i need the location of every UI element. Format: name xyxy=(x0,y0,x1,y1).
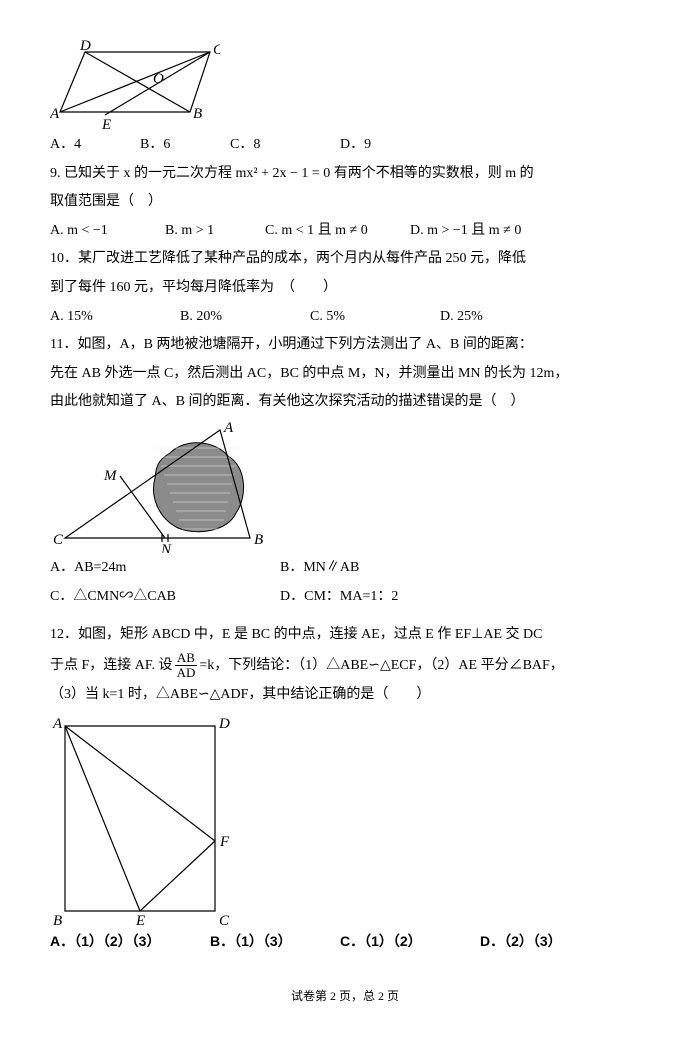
option-B: B．（1）（3） xyxy=(210,928,340,955)
svg-text:A: A xyxy=(223,420,234,436)
svg-text:C: C xyxy=(219,913,230,926)
option-D: D. m > −1 且 m ≠ 0 xyxy=(410,218,570,245)
q11-stem-2: 先在 AB 外选一点 C，然后测出 AC，BC 的中点 M，N，并测量出 MN … xyxy=(50,361,640,388)
svg-text:E: E xyxy=(135,913,145,926)
q11-stem-3: 由此他就知道了 A、B 间的距离．有关他这次探究活动的描述错误的是（ ） xyxy=(50,389,640,416)
exam-page: ABCDEO A．4B．6C．8D．9 9. 已知关于 x 的一元二次方程 mx… xyxy=(0,0,690,1037)
option-A: A．（1）（2）（3） xyxy=(50,928,210,955)
svg-text:D: D xyxy=(79,40,91,54)
option-B: B．MN∥AB xyxy=(280,555,480,582)
option-C: C．△CMN∽△CAB xyxy=(50,584,280,611)
option-A: A. m < −1 xyxy=(50,218,165,245)
q12-stem-2a: 于点 F，连接 AF. 设 xyxy=(50,658,173,673)
q9-stem-2: 取值范围是（ ） xyxy=(50,189,640,216)
q12-stem-3: （3）当 k=1 时，△ABE∽△ADF，其中结论正确的是（ ） xyxy=(50,682,640,709)
q12-options: A．（1）（2）（3）B．（1）（3）C．（1）（2）D．（2）（3） xyxy=(50,928,640,955)
option-A: A．4 xyxy=(50,132,140,159)
q12-stem-1: 12．如图，矩形 ABCD 中，E 是 BC 的中点，连接 AE，过点 E 作 … xyxy=(50,622,640,649)
svg-text:F: F xyxy=(219,834,230,850)
option-D: D．9 xyxy=(340,132,430,159)
svg-text:C: C xyxy=(53,532,64,548)
option-B: B. 20% xyxy=(180,304,310,331)
q12-stem-2: 于点 F，连接 AF. 设ABAD=k，下列结论：（1）△ABE∽△ECF，（2… xyxy=(50,651,640,681)
q10-stem-1: 10．某厂改进工艺降低了某种产品的成本，两个月内从每件产品 250 元，降低 xyxy=(50,246,640,273)
q10-options: A. 15%B. 20%C. 5%D. 25% xyxy=(50,304,640,331)
q12-frac-num: AB xyxy=(175,651,198,666)
q12-figure: A D B C E F xyxy=(50,711,640,926)
svg-text:B: B xyxy=(53,913,62,926)
page-footer: 试卷第 2 页，总 2 页 xyxy=(50,985,640,1008)
svg-text:A: A xyxy=(50,106,60,122)
svg-text:M: M xyxy=(103,468,118,484)
option-A: A．AB=24m xyxy=(50,555,280,582)
q11-stem-1: 11．如图，A，B 两地被池塘隔开，小明通过下列方法测出了 A、B 间的距离： xyxy=(50,332,640,359)
option-C: C．8 xyxy=(230,132,340,159)
option-C: C. m < 1 且 m ≠ 0 xyxy=(265,218,410,245)
q8-figure: A B C D E O xyxy=(50,40,640,130)
q11-options-row2: C．△CMN∽△CABD．CM：MA=1：2 xyxy=(50,584,640,611)
option-D: D．（2）（3） xyxy=(480,928,610,955)
svg-text:E: E xyxy=(101,117,111,130)
q11-figure: C N B A M xyxy=(50,418,640,553)
q9-stem-1: 9. 已知关于 x 的一元二次方程 mx² + 2x − 1 = 0 有两个不相… xyxy=(50,161,640,188)
option-C: C．（1）（2） xyxy=(340,928,480,955)
svg-text:B: B xyxy=(254,532,263,548)
svg-text:D: D xyxy=(218,716,230,732)
q12-stem-2b: =k，下列结论：（1）△ABE∽△ECF，（2）AE 平分∠BAF， xyxy=(199,658,563,673)
q12-fraction: ABAD xyxy=(175,651,198,681)
svg-text:O: O xyxy=(153,71,164,87)
svg-text:C: C xyxy=(213,42,220,58)
q11-options-row1: A．AB=24mB．MN∥AB xyxy=(50,555,640,582)
option-B: B．6 xyxy=(140,132,230,159)
q8-options: A．4B．6C．8D．9 xyxy=(50,132,640,159)
svg-text:N: N xyxy=(160,542,172,553)
option-B: B. m > 1 xyxy=(165,218,265,245)
q10-stem-2: 到了每件 160 元，平均每月降低率为 （ ） xyxy=(50,275,640,302)
q12-frac-den: AD xyxy=(175,666,198,680)
option-D: D．CM：MA=1：2 xyxy=(280,584,480,611)
option-C: C. 5% xyxy=(310,304,440,331)
option-D: D. 25% xyxy=(440,304,570,331)
q9-options: A. m < −1B. m > 1C. m < 1 且 m ≠ 0D. m > … xyxy=(50,218,640,245)
option-A: A. 15% xyxy=(50,304,180,331)
svg-text:A: A xyxy=(52,716,63,732)
svg-text:B: B xyxy=(193,106,202,122)
